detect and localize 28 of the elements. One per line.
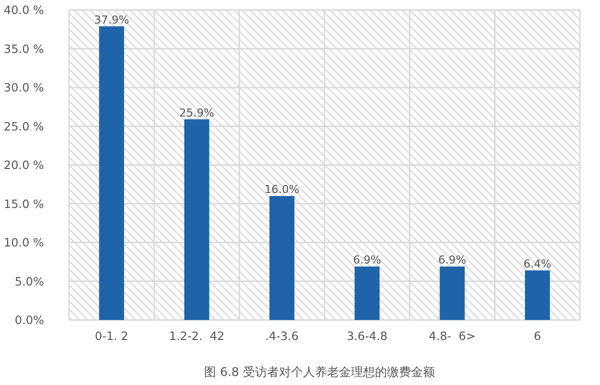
data-label: 16.0% (264, 183, 300, 196)
x-tick-label: 4.8- 6> (428, 329, 476, 343)
x-tick-label: 1.2-2. 42 (169, 329, 224, 343)
bar (184, 119, 210, 320)
y-tick-label: 35.0 % (4, 42, 44, 56)
caption: 图 6.8 受访者对个人养老金理想的缴费金额 (204, 365, 435, 379)
y-tick-label: 0.0% (14, 313, 44, 327)
x-tick-label: .4-3.6 (265, 329, 299, 343)
bar (354, 266, 380, 320)
y-tick-label: 10.0 % (4, 236, 44, 250)
x-tick-label: 0-1. 2 (94, 329, 128, 343)
data-label: 37.9% (94, 13, 130, 26)
data-label: 6.9% (438, 254, 466, 267)
y-tick-label: 25.0 % (4, 119, 44, 134)
x-tick-label: 6 (534, 329, 542, 343)
y-tick-label: 30.0 % (4, 80, 44, 94)
y-tick-label: 20.0 % (4, 158, 44, 172)
bar (269, 196, 294, 320)
x-tick-label: 3.6-4.8 (346, 329, 388, 343)
y-tick-label: 5.0% (14, 274, 44, 288)
data-label: 25.9% (179, 106, 214, 120)
data-label: 6.9% (353, 254, 382, 267)
data-label: 6.4% (523, 257, 552, 270)
y-tick-label: 15.0 % (4, 196, 44, 211)
bar (524, 270, 550, 320)
bar (440, 266, 465, 320)
bar (99, 26, 124, 320)
y-tick-label: 40.0 % (4, 3, 44, 17)
